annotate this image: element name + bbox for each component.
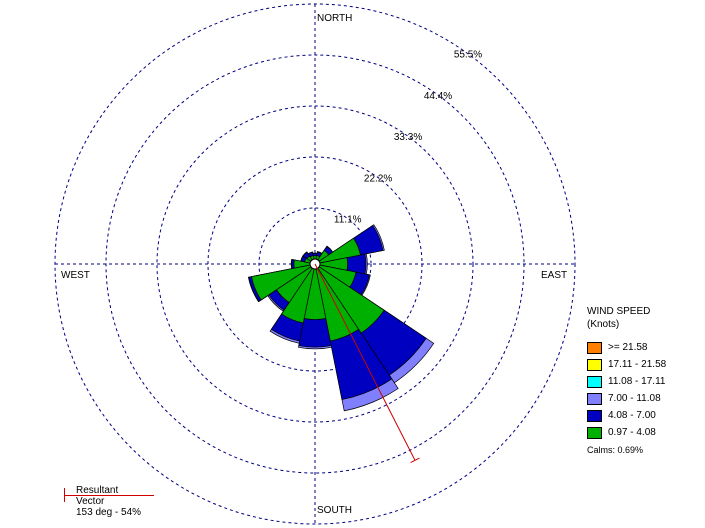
ring-label-2: 22.2% xyxy=(364,173,392,184)
wind-petals xyxy=(247,224,435,412)
legend-item: 4.08 - 7.00 xyxy=(587,407,702,424)
legend-swatch xyxy=(587,409,602,422)
west-label: WEST xyxy=(61,270,90,281)
south-label: SOUTH xyxy=(317,505,352,516)
ring-label-4: 44.4% xyxy=(424,91,452,102)
legend-item: 11.08 - 17.11 xyxy=(587,373,702,390)
legend-item: 17.11 - 21.58 xyxy=(587,356,702,373)
ring-label-1: 11.1% xyxy=(334,215,362,226)
ring-labels: 11.1% 22.2% 33.3% 44.4% 55.5% xyxy=(334,50,482,226)
polar-grid xyxy=(54,3,576,525)
legend-item: 0.97 - 4.08 xyxy=(587,424,702,441)
legend-title: WIND SPEED (Knots) xyxy=(587,306,651,330)
legend-items: >= 21.58 17.11 - 21.58 11.08 - 17.11 7.00 -… xyxy=(587,339,702,441)
legend-label: 4.08 - 7.00 xyxy=(608,410,656,421)
east-label: EAST xyxy=(541,270,567,281)
legend: WIND SPEED (Knots) >= 21.58 17.11 - 21.58… xyxy=(587,305,702,455)
legend-label: 0.97 - 4.08 xyxy=(608,427,656,438)
calms-label: Calms: 0.69% xyxy=(587,445,644,455)
resultant-vector-line-sample xyxy=(64,495,154,496)
legend-item: >= 21.58 xyxy=(587,339,702,356)
legend-label: 17.11 - 21.58 xyxy=(608,359,667,370)
legend-label: >= 21.58 xyxy=(608,342,648,353)
north-label: NORTH xyxy=(317,13,352,24)
resultant-vector-end xyxy=(410,457,420,464)
legend-swatch xyxy=(587,341,602,354)
legend-item: 7.00 - 11.08 xyxy=(587,390,702,407)
legend-label: 7.00 - 11.08 xyxy=(608,393,661,404)
legend-swatch xyxy=(587,392,602,405)
resultant-vector-value: 153 deg - 54% xyxy=(76,507,142,518)
resultant-vector-title: Resultant Vector xyxy=(76,485,119,507)
resultant-vector xyxy=(314,263,416,461)
ring-label-3: 33.3% xyxy=(394,132,422,143)
ring-label-5: 55.5% xyxy=(454,50,482,61)
resultant-vector-line xyxy=(314,263,420,464)
legend-swatch xyxy=(587,426,602,439)
legend-label: 11.08 - 17.11 xyxy=(608,376,666,387)
legend-swatch xyxy=(587,375,602,388)
legend-swatch xyxy=(587,358,602,371)
